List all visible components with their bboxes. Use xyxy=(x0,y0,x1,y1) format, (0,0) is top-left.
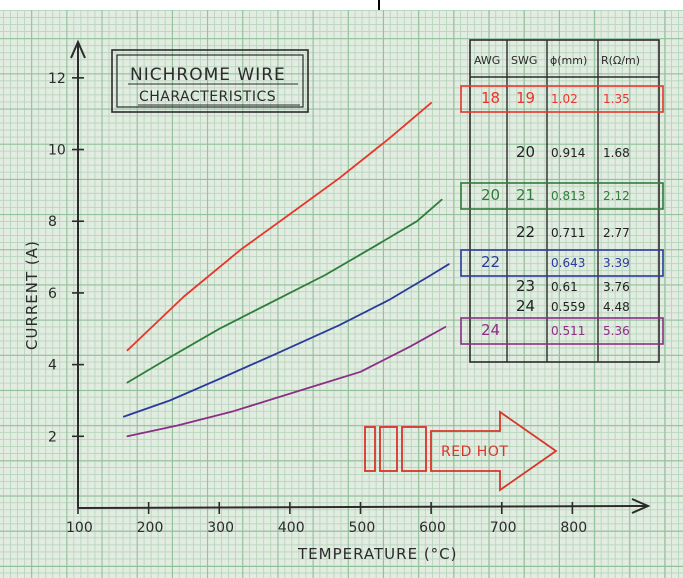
table-cell-swg: 21 xyxy=(516,186,535,204)
x-tick-label: 100 xyxy=(66,520,93,536)
x-tick-label: 700 xyxy=(490,520,517,536)
x-tick-label: 600 xyxy=(419,520,446,536)
y-axis-label: CURRENT (A) xyxy=(23,240,41,350)
x-tick-label: 800 xyxy=(560,520,587,536)
table-cell-swg: 22 xyxy=(516,223,535,241)
table-cell-r: 1.68 xyxy=(603,146,630,160)
y-axis-arrow xyxy=(70,39,86,59)
table-row-highlight xyxy=(460,182,664,210)
table-header-resistance: R(Ω/m) xyxy=(601,54,640,67)
table-cell-dia: 0.914 xyxy=(551,146,585,160)
y-tick-label: 8 xyxy=(48,214,57,230)
series-line-awg-18 xyxy=(126,102,433,352)
chart-title: NICHROME WIRE xyxy=(130,65,286,85)
table-header-swg: SWG xyxy=(511,54,537,67)
table-cell-dia: 1.02 xyxy=(551,92,578,106)
y-tick-label: 6 xyxy=(48,286,57,302)
series-lines xyxy=(123,102,450,438)
table-header-awg: AWG xyxy=(474,54,500,67)
table-rows: 18 19 1.02 1.35 20 0.914 1.68 20 21 0.813 2.12 22 0.… xyxy=(460,85,664,345)
chart-subtitle: CHARACTERISTICS xyxy=(139,89,276,105)
x-tick-label: 500 xyxy=(349,520,376,536)
x-tick-label: 400 xyxy=(278,520,305,536)
table-cell-awg: 18 xyxy=(481,89,500,107)
title-box-inner xyxy=(116,54,304,108)
y-tick-label: 10 xyxy=(48,143,66,159)
table-cell-awg: 24 xyxy=(481,321,500,339)
table-cell-awg: 20 xyxy=(481,186,500,204)
series-line-awg-22 xyxy=(123,263,450,418)
x-tick-label: 200 xyxy=(137,520,164,536)
y-tick-label: 4 xyxy=(48,358,57,374)
wire-table: AWG SWG ϕ(mm) R(Ω/m) 18 19 1.02 1.35 20 0.914… xyxy=(460,39,664,363)
red-hot-label: RED HOT xyxy=(441,444,508,460)
table-cell-dia: 0.511 xyxy=(551,324,585,338)
table-cell-swg: 23 xyxy=(516,277,535,295)
series-line-awg-20 xyxy=(126,198,443,384)
table-cell-r: 2.77 xyxy=(603,226,630,240)
y-tick-label: 12 xyxy=(48,71,66,87)
table-cell-swg: 20 xyxy=(516,143,535,161)
table-cell-dia: 0.711 xyxy=(551,226,585,240)
y-tick-label: 2 xyxy=(48,429,57,445)
table-cell-awg: 22 xyxy=(481,253,500,271)
red-hot-arrow xyxy=(364,410,558,492)
table-cell-r: 2.12 xyxy=(603,189,630,203)
table-cell-dia: 0.61 xyxy=(551,280,578,294)
table-row-highlight xyxy=(460,317,664,345)
x-axis-label: TEMPERATURE (°C) xyxy=(297,545,458,563)
arrow-block-2 xyxy=(379,426,398,472)
title-box xyxy=(111,49,309,113)
table-cell-r: 4.48 xyxy=(603,300,630,314)
x-axis-arrow xyxy=(631,498,651,514)
table-cell-r: 1.35 xyxy=(603,92,630,106)
table-cell-dia: 0.813 xyxy=(551,189,585,203)
x-axis xyxy=(77,505,649,509)
table-cell-swg: 19 xyxy=(516,89,535,107)
top-edge xyxy=(0,0,683,10)
top-edge-mark xyxy=(378,0,380,10)
series-line-awg-24 xyxy=(126,326,447,438)
table-cell-r: 3.76 xyxy=(603,280,630,294)
table-row-highlight xyxy=(460,85,664,113)
table-outline xyxy=(469,39,660,363)
y-ticks: 2 4 6 8 10 12 xyxy=(48,71,84,445)
arrow-block-1 xyxy=(364,426,376,472)
x-ticks: 100 200 300 400 500 600 700 800 xyxy=(66,502,587,536)
axes xyxy=(70,39,651,514)
table-cell-r: 5.36 xyxy=(603,324,630,338)
arrow-block-3 xyxy=(401,426,427,472)
arrow-shape xyxy=(430,410,558,492)
table-header-diameter: ϕ(mm) xyxy=(550,54,587,67)
table-cell-swg: 24 xyxy=(516,297,535,315)
table-row-highlight xyxy=(460,249,664,277)
table-cell-dia: 0.559 xyxy=(551,300,585,314)
table-cell-dia: 0.643 xyxy=(551,256,585,270)
x-tick-label: 300 xyxy=(207,520,234,536)
table-cell-r: 3.39 xyxy=(603,256,630,270)
